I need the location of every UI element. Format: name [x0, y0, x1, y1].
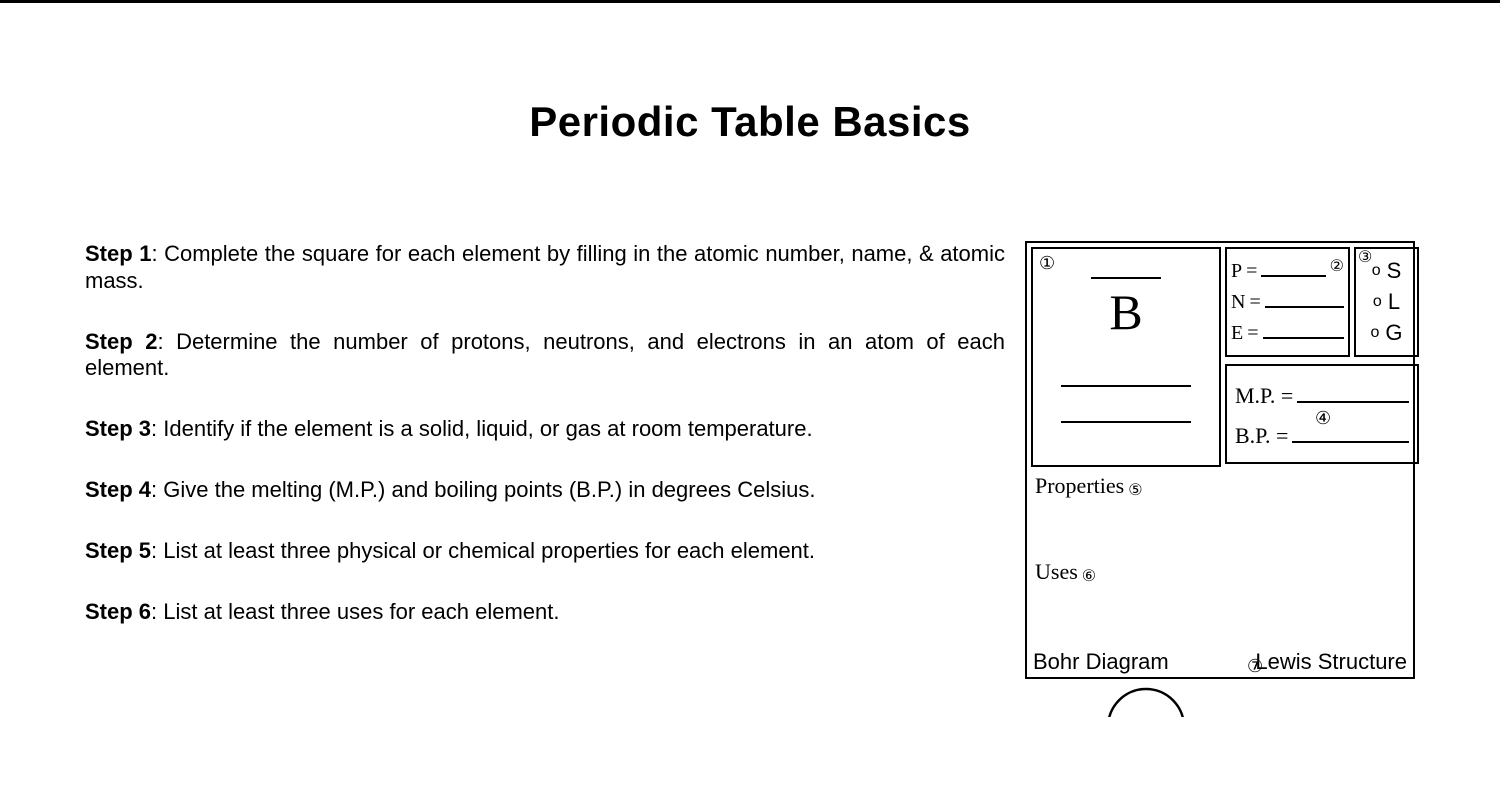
marker-6-icon: ⑥ [1082, 566, 1096, 586]
step-3: Step 3: Identify if the element is a sol… [85, 416, 1005, 443]
element-symbol: B [1109, 287, 1142, 337]
marker-7-icon: ⑦ [1247, 656, 1263, 677]
mp-bp-box: M.P. = ④ B.P. = [1225, 364, 1419, 464]
marker-2-icon: ② [1330, 259, 1344, 275]
bp-blank [1292, 427, 1409, 443]
step-6-label: Step 6 [85, 599, 151, 624]
uses-label: Uses [1035, 559, 1078, 585]
properties-label: Properties [1035, 473, 1124, 499]
step-4: Step 4: Give the melting (M.P.) and boil… [85, 477, 1005, 504]
neutrons-blank [1265, 294, 1344, 308]
lewis-structure-label: Lewis Structure [1255, 649, 1407, 675]
eq-icon: = [1246, 261, 1257, 281]
radio-bullet-icon: o [1370, 325, 1379, 341]
neutrons-label: N [1231, 292, 1245, 312]
gas-label: G [1385, 322, 1402, 344]
protons-row: P= ② [1231, 261, 1344, 281]
liquid-option: oL [1358, 291, 1415, 313]
atomic-number-blank [1091, 259, 1161, 279]
element-name-blank [1061, 367, 1191, 387]
atomic-mass-blank [1061, 403, 1191, 423]
bohr-lewis-row: Bohr Diagram Lewis Structure [1027, 643, 1413, 677]
step-5: Step 5: List at least three physical or … [85, 538, 1005, 565]
step-3-label: Step 3 [85, 416, 151, 441]
step-4-text: : Give the melting (M.P.) and boiling po… [151, 477, 815, 502]
uses-section: Uses ⑥ [1027, 557, 1413, 587]
step-3-text: : Identify if the element is a solid, li… [151, 416, 813, 441]
step-1: Step 1: Complete the square for each ele… [85, 241, 1005, 295]
page-title: Periodic Table Basics [85, 98, 1415, 146]
eq-icon: = [1247, 323, 1258, 343]
step-2: Step 2: Determine the number of protons,… [85, 329, 1005, 383]
electrons-row: E= [1231, 323, 1344, 343]
marker-4-icon: ④ [1315, 408, 1331, 429]
melting-point-row: M.P. = [1235, 383, 1409, 409]
step-2-text: : Determine the number of protons, neutr… [85, 329, 1005, 381]
step-6: Step 6: List at least three uses for eac… [85, 599, 1005, 626]
element-card-diagram: ① B P=② N= E= [1025, 241, 1415, 679]
gas-option: oG [1358, 322, 1415, 344]
electrons-label: E [1231, 323, 1243, 343]
solid-label: S [1387, 260, 1402, 282]
step-5-text: : List at least three physical or chemic… [151, 538, 815, 563]
step-6-text: : List at least three uses for each elem… [151, 599, 559, 624]
bohr-circle-icon [1101, 667, 1191, 717]
marker-5-icon: ⑤ [1128, 480, 1142, 500]
eq-icon: = [1249, 292, 1260, 312]
steps-list: Step 1: Complete the square for each ele… [85, 241, 1005, 660]
bp-label: B.P. = [1235, 423, 1288, 449]
step-1-label: Step 1 [85, 241, 151, 266]
element-square-box: ① B [1031, 247, 1221, 467]
mp-label: M.P. = [1235, 383, 1293, 409]
step-5-label: Step 5 [85, 538, 151, 563]
pne-box: P=② N= E= [1225, 247, 1350, 357]
step-1-text: : Complete the square for each element b… [85, 241, 1005, 293]
marker-3-icon: ③ [1358, 247, 1372, 267]
properties-section: Properties ⑤ [1027, 471, 1413, 501]
state-box: ③ oS oL oG [1354, 247, 1419, 357]
liquid-label: L [1388, 291, 1400, 313]
neutrons-row: N= [1231, 292, 1344, 312]
protons-blank [1261, 263, 1325, 277]
step-2-label: Step 2 [85, 329, 157, 354]
radio-bullet-icon: o [1372, 263, 1381, 279]
protons-label: P [1231, 261, 1242, 281]
electrons-blank [1263, 325, 1345, 339]
radio-bullet-icon: o [1373, 294, 1382, 310]
marker-1-icon: ① [1039, 253, 1055, 274]
mp-blank [1297, 387, 1409, 403]
step-4-label: Step 4 [85, 477, 151, 502]
